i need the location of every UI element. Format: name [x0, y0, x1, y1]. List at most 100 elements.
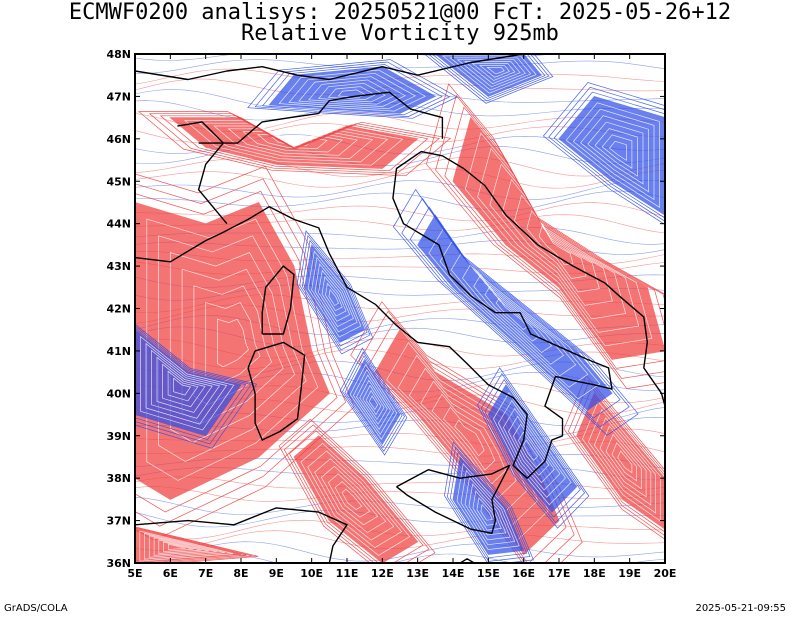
positive-vorticity-band-contour [314, 458, 395, 541]
negative-vorticity-band-contour [368, 395, 379, 411]
positive-vorticity-band-contour [135, 527, 253, 563]
lat-tick-label: 45N [106, 175, 131, 188]
negative-vorticity-band-contour [317, 82, 386, 103]
negative-vorticity-band-contour [308, 79, 396, 105]
negative-vorticity-band-contour [352, 369, 395, 435]
negative-vorticity-band-contour [151, 349, 220, 419]
negative-vorticity-band-contour [145, 342, 228, 425]
negative-vorticity-band-contour [135, 325, 252, 445]
field-contour [135, 202, 665, 222]
negative-vorticity-band-contour [162, 363, 206, 408]
negative-vorticity-band-contour [513, 423, 550, 476]
negative-vorticity-band-contour [311, 256, 358, 333]
negative-vorticity-band-contour [439, 238, 589, 388]
lon-tick-label: 9E [269, 567, 284, 580]
negative-vorticity-band-contour [480, 373, 586, 524]
positive-vorticity-band-contour [139, 530, 234, 562]
lat-tick-label: 40N [106, 387, 131, 400]
positive-vorticity-band-contour [341, 488, 363, 511]
field-contour [135, 168, 665, 189]
negative-vorticity-band-contour [486, 67, 505, 75]
negative-vorticity-band-contour [553, 91, 665, 219]
positive-vorticity-band-contour [135, 526, 259, 563]
negative-vorticity-band-contour [464, 476, 511, 541]
positive-vorticity-band-contour [300, 442, 411, 556]
positive-vorticity-band-contour [278, 418, 436, 563]
negative-vorticity-band-contour [339, 347, 408, 456]
positive-vorticity-band-contour [158, 235, 307, 462]
negative-vorticity-band-contour [365, 390, 382, 416]
negative-vorticity-band-contour [449, 451, 528, 559]
negative-vorticity-band-contour [447, 446, 531, 562]
positive-vorticity-band-contour [146, 218, 319, 481]
negative-vorticity-band-contour [548, 86, 665, 222]
positive-vorticity-band-contour [593, 417, 652, 506]
negative-vorticity-band-contour [298, 76, 406, 107]
positive-vorticity-band-contour [442, 406, 496, 471]
positive-vorticity-band-contour [217, 318, 249, 368]
positive-vorticity-band-contour [148, 535, 218, 558]
lat-tick-label: 44N [106, 218, 131, 231]
positive-vorticity-band-contour [213, 125, 374, 159]
negative-vorticity-band-contour [594, 128, 638, 177]
negative-vorticity-band [304, 243, 366, 343]
positive-vorticity-band-contour [367, 320, 567, 563]
positive-vorticity-band-contour [617, 450, 633, 474]
field-contour [135, 476, 665, 490]
positive-vorticity-band-contour [144, 532, 226, 560]
negative-vorticity-band-contour [318, 269, 351, 322]
negative-vorticity-band-contour [484, 378, 581, 518]
negative-vorticity-band-contour [428, 226, 601, 400]
negative-vorticity-band-contour [565, 102, 660, 208]
map-subtitle: Relative Vorticity 925mb [241, 21, 559, 46]
negative-vorticity-band-contour [478, 65, 511, 78]
positive-vorticity-band-contour [599, 425, 647, 498]
negative-vorticity-band-contour [356, 374, 391, 430]
lat-tick-label: 37N [106, 515, 131, 528]
positive-vorticity-band-contour [334, 481, 371, 518]
negative-vorticity-band-contour [473, 273, 553, 354]
contour-layer [135, 54, 665, 563]
field-contour [135, 510, 665, 528]
lon-tick-label: 19E [618, 567, 641, 580]
coastline [396, 464, 511, 534]
positive-vorticity-band-contour [431, 393, 506, 485]
positive-vorticity-band-contour [327, 473, 379, 526]
negative-vorticity-band-contour [167, 370, 199, 402]
positive-vorticity-band-contour [283, 424, 430, 563]
positive-vorticity-band-contour [135, 528, 247, 563]
negative-vorticity-band-contour [460, 469, 516, 546]
negative-vorticity-band-contour [431, 54, 546, 99]
negative-vorticity-band-contour [601, 134, 633, 169]
negative-vorticity-band-contour [450, 250, 577, 377]
positive-vorticity-band-contour [605, 433, 642, 490]
negative-vorticity-band-contour [288, 72, 417, 110]
positive-vorticity-band-contour [135, 190, 338, 513]
negative-vorticity-band-contour [362, 384, 385, 421]
positive-vorticity-band-contour [158, 539, 202, 554]
negative-vorticity-band-contour [477, 367, 590, 529]
field-contour [135, 59, 665, 74]
coastline [261, 265, 295, 335]
coastline [135, 54, 524, 81]
field-contour [135, 486, 665, 502]
coastline [198, 91, 444, 144]
negative-vorticity-band-contour [427, 54, 550, 102]
positive-vorticity-band-contour [611, 442, 637, 482]
positive-vorticity-band-contour [163, 541, 194, 552]
lon-tick-label: 18E [583, 567, 606, 580]
positive-vorticity-band-contour [538, 225, 574, 266]
negative-vorticity-band-contour [401, 197, 630, 428]
lon-tick-label: 5E [127, 567, 142, 580]
negative-vorticity-band-contour [301, 239, 368, 347]
lon-tick-label: 6E [163, 567, 178, 580]
negative-vorticity-band-contour [392, 188, 639, 436]
negative-vorticity-band-contour [135, 323, 258, 449]
positive-vorticity-band-contour [148, 113, 440, 174]
positive-vorticity-band-contour [135, 178, 347, 527]
lat-tick-label: 42N [106, 303, 131, 316]
coastline [177, 121, 228, 225]
positive-vorticity-band-contour [168, 543, 186, 550]
positive-vorticity-band-contour [588, 409, 656, 514]
lon-tick-label: 15E [477, 567, 500, 580]
